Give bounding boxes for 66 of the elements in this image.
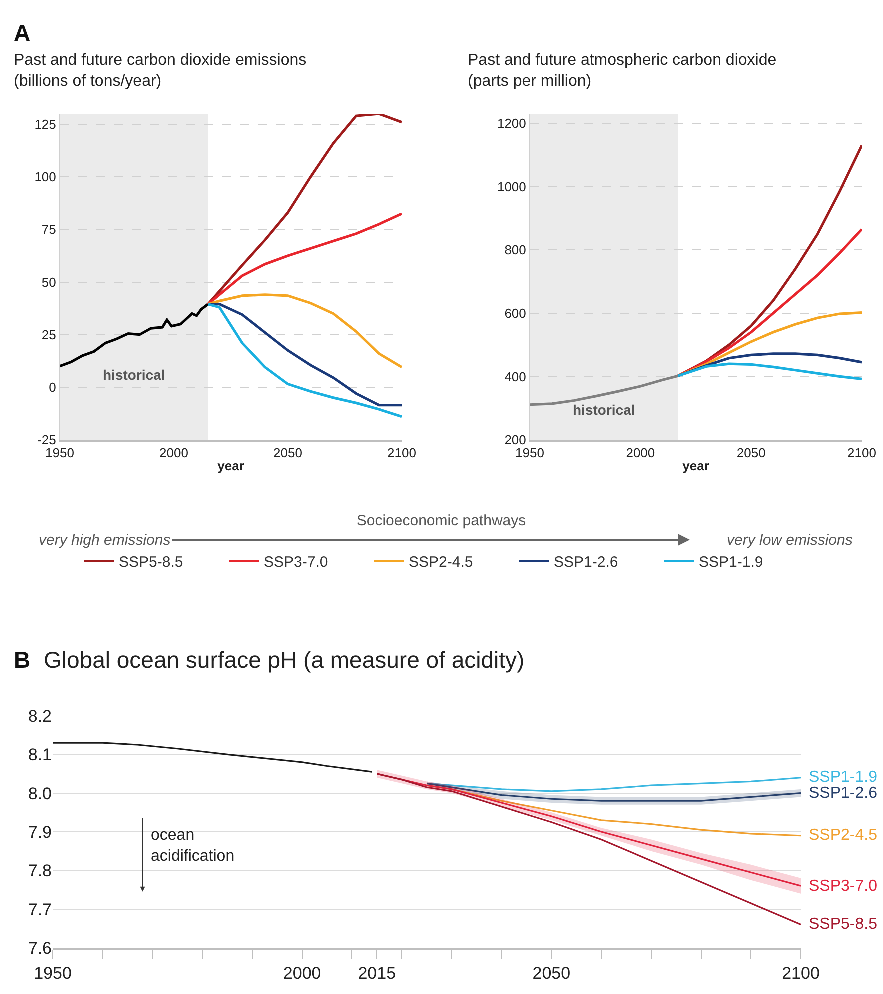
y-tick-label: 1000 bbox=[497, 179, 526, 194]
x-tick-label: 2100 bbox=[848, 445, 876, 460]
y-tick-label: 25 bbox=[42, 327, 56, 342]
x-tick-label: 2050 bbox=[274, 445, 302, 460]
chart-subtitle: (parts per million) bbox=[468, 72, 592, 90]
x-axis-title: year bbox=[682, 458, 710, 474]
x-axis-title: year bbox=[218, 458, 244, 474]
y-tick-label: 8.0 bbox=[28, 784, 52, 804]
line-series bbox=[206, 212, 402, 306]
series-label: SSP2-4.5 bbox=[809, 827, 878, 844]
y-tick-label: 400 bbox=[504, 369, 526, 384]
y-tick-label: 8.1 bbox=[28, 746, 52, 765]
y-tick-label: 0 bbox=[49, 380, 56, 395]
y-tick-label: 125 bbox=[34, 117, 56, 132]
x-tick-label: 2050 bbox=[532, 964, 571, 984]
legend-label: SSP1-1.9 bbox=[699, 554, 764, 572]
x-tick-label: 1950 bbox=[34, 964, 72, 984]
y-tick-label: -25 bbox=[38, 432, 56, 448]
y-tick-label: 7.6 bbox=[28, 938, 52, 958]
chart-subtitle: (billions of tons/year) bbox=[14, 72, 162, 90]
series-label: SSP1-2.6 bbox=[809, 785, 878, 802]
legend-label: SSP2-4.5 bbox=[409, 554, 474, 572]
line-series bbox=[376, 773, 801, 926]
x-tick-label: 2100 bbox=[782, 964, 820, 984]
y-tick-label: 200 bbox=[504, 432, 526, 448]
y-tick-label: 50 bbox=[42, 274, 56, 290]
line-series bbox=[676, 228, 862, 378]
line-series bbox=[60, 303, 210, 368]
line-series bbox=[206, 294, 402, 369]
y-tick-label: 7.8 bbox=[28, 862, 52, 881]
legend-label: SSP1-2.6 bbox=[554, 554, 618, 572]
chart-title: Global ocean surface pH (a measure of acidity) bbox=[44, 647, 525, 673]
x-tick-label: 2000 bbox=[160, 445, 188, 460]
y-tick-label: 7.9 bbox=[28, 822, 52, 842]
x-tick-label: 2015 bbox=[358, 964, 396, 984]
x-tick-label: 2000 bbox=[626, 445, 656, 460]
y-tick-label: 800 bbox=[504, 242, 526, 258]
legend-label: SSP3-7.0 bbox=[264, 554, 328, 572]
y-tick-label: 600 bbox=[504, 306, 526, 321]
x-tick-label: 2000 bbox=[283, 964, 322, 984]
text: very high emissions bbox=[39, 532, 172, 549]
text: A bbox=[14, 20, 31, 46]
legend-title: Socioeconomic pathways bbox=[356, 512, 526, 530]
band-label: historical bbox=[573, 402, 636, 418]
series-label: SSP5-8.5 bbox=[809, 916, 878, 933]
x-tick-label: 1950 bbox=[516, 445, 544, 460]
series-label: SSP1-1.9 bbox=[809, 769, 878, 786]
x-tick-label: 2100 bbox=[388, 445, 416, 460]
line-series bbox=[53, 742, 373, 773]
y-tick-label: 100 bbox=[34, 170, 56, 185]
y-tick-label: 1200 bbox=[497, 116, 526, 132]
series-label: SSP3-7.0 bbox=[809, 878, 878, 895]
y-tick-label: 8.2 bbox=[28, 706, 52, 726]
chart-title: Past and future carbon dioxide emissions bbox=[14, 52, 307, 69]
legend-label: SSP5-8.5 bbox=[119, 554, 184, 572]
text: B bbox=[14, 647, 31, 673]
annotation: ocean acidification bbox=[151, 827, 235, 865]
x-tick-label: 1950 bbox=[46, 445, 74, 460]
line-series bbox=[530, 374, 680, 406]
y-tick-label: 75 bbox=[42, 222, 56, 238]
line-series bbox=[676, 362, 862, 381]
y-tick-label: 7.7 bbox=[28, 900, 52, 920]
chart-title: Past and future atmospheric carbon dioxide bbox=[468, 52, 777, 69]
text: very low emissions bbox=[727, 532, 854, 549]
x-tick-label: 2050 bbox=[736, 445, 766, 460]
band-label: historical bbox=[103, 367, 166, 383]
